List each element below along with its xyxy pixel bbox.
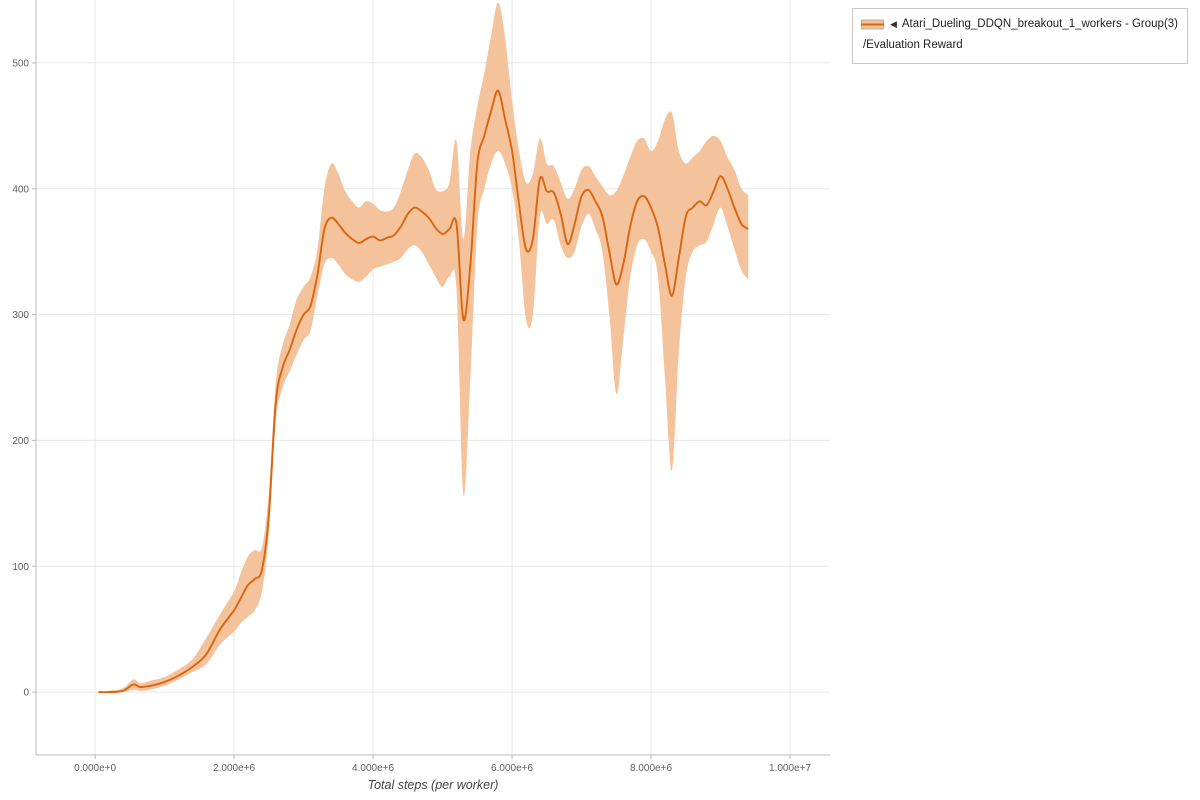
svg-text:400: 400 [12,184,29,195]
svg-text:8.000e+6: 8.000e+6 [630,763,672,774]
legend-series-label: Atari_Dueling_DDQN_breakout_1_workers - … [901,18,1178,30]
legend-series-swatch-icon [860,18,884,31]
x-axis-label: Total steps (per worker) [367,778,499,792]
svg-text:100: 100 [12,562,29,573]
svg-text:6.000e+6: 6.000e+6 [491,763,533,774]
legend-box[interactable]: ◀ Atari_Dueling_DDQN_breakout_1_workers … [851,8,1188,64]
legend-metric-label: /Evaluation Reward [862,38,963,51]
svg-text:2.000e+6: 2.000e+6 [213,763,255,774]
axes-spines [32,0,830,759]
svg-text:1.000e+7: 1.000e+7 [769,763,811,774]
legend-collapse-icon[interactable]: ◀ [889,18,897,29]
legend-entry: ◀ Atari_Dueling_DDQN_breakout_1_workers … [860,16,1178,34]
mean-line [98,89,749,694]
svg-text:300: 300 [12,310,29,321]
svg-text:500: 500 [12,58,29,69]
svg-text:200: 200 [12,436,29,447]
confidence-band [98,2,749,693]
svg-text:0.000e+0: 0.000e+0 [74,763,116,774]
plot-area[interactable] [36,0,830,755]
svg-text:4.000e+6: 4.000e+6 [352,763,394,774]
y-tick-labels: 0 100 200 300 400 500 [12,58,29,698]
evaluation-reward-chart[interactable]: 0.000e+0 2.000e+6 4.000e+6 6.000e+6 8.000e+6… [0,0,840,800]
x-tick-labels: 0.000e+0 2.000e+6 4.000e+6 6.000e+6 8.000e+6… [74,763,811,774]
svg-text:0: 0 [23,688,29,699]
